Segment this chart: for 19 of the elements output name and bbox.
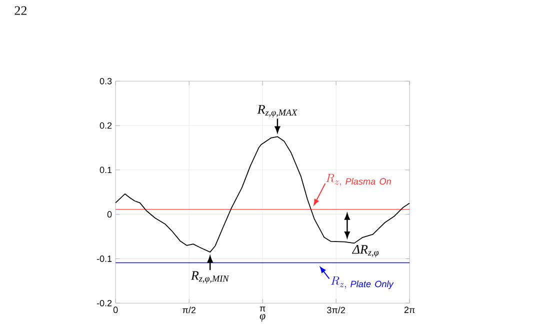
legend-label: $R_{z,\ \mathit{Plate\ Only}}$ xyxy=(331,276,394,289)
annotation: R$_{z,φ,MIN}$ xyxy=(190,271,230,284)
annotation: R$_{z,φ,MAX}$ xyxy=(257,105,298,118)
annotation: ΔR$_{z,φ}$ xyxy=(352,245,379,258)
ref-line-label: $R_{z,\ \mathit{Plasma\ On}}$ xyxy=(326,174,391,186)
x-tick-label: 3π/2 xyxy=(327,306,345,314)
y-tick-label: 0 xyxy=(107,211,112,218)
y-tick-label: -0.1 xyxy=(96,256,112,262)
y-tick-label: 0.3 xyxy=(100,78,112,84)
x-tick-label: 2π xyxy=(404,306,415,314)
line-series xyxy=(115,136,410,253)
x-tick-label: π xyxy=(260,306,266,312)
x-tick-label: 0 xyxy=(113,306,118,314)
text: 22 xyxy=(14,6,26,15)
x-axis-title: φ xyxy=(260,314,266,322)
y-tick-label: 0.2 xyxy=(100,122,112,129)
y-tick-label: -0.2 xyxy=(96,300,112,306)
x-tick-label: π/2 xyxy=(182,306,196,314)
y-tick-label: 0.1 xyxy=(100,166,112,174)
